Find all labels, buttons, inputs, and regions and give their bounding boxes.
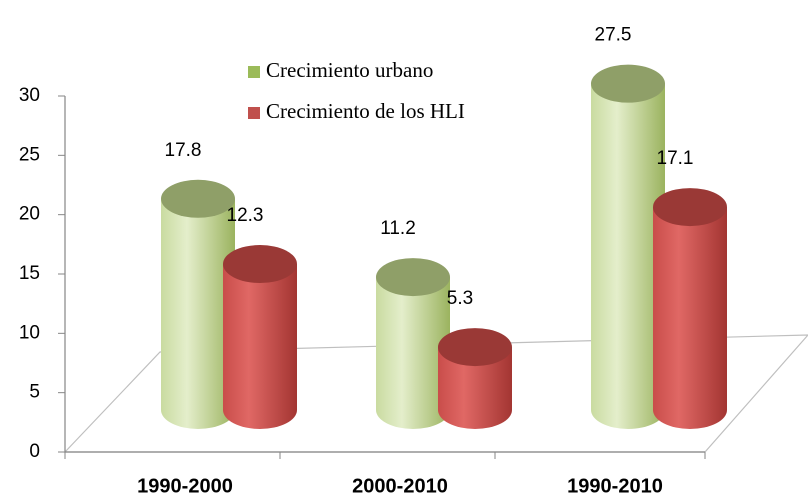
cylinder-top: [161, 179, 235, 218]
cylinder-top: [653, 188, 727, 227]
y-tick-label: 10: [19, 322, 40, 343]
cylinder-top: [438, 328, 512, 367]
cylinder-body: [161, 198, 235, 429]
x-tick-label: 2000-2010: [352, 475, 448, 497]
cylinder-top: [591, 64, 665, 103]
cylinder-top: [223, 245, 297, 284]
cylinder: [438, 328, 512, 429]
cylinder-body: [591, 83, 665, 429]
value-label: 12.3: [227, 205, 264, 226]
cylinder-body: [223, 264, 297, 429]
legend-label: Crecimiento de los HLI: [266, 99, 465, 123]
y-tick-label: 20: [19, 204, 40, 225]
cylinder-body: [653, 207, 727, 429]
x-tick-label: 1990-2010: [567, 475, 663, 497]
y-tick-label: 0: [29, 441, 40, 462]
cylinder-top: [376, 258, 450, 297]
value-label: 17.8: [165, 140, 202, 161]
cylinder-body: [376, 277, 450, 429]
y-tick-label: 30: [19, 85, 40, 106]
legend-label: Crecimiento urbano: [266, 58, 433, 82]
y-tick-label: 15: [19, 263, 40, 284]
y-tick-label: 5: [29, 382, 40, 403]
cylinder: [591, 64, 665, 429]
y-tick-label: 25: [19, 144, 40, 165]
cylinder: [223, 245, 297, 429]
value-label: 11.2: [380, 218, 416, 239]
cylinder-body: [438, 347, 512, 429]
cylinder: [653, 188, 727, 429]
value-label: 27.5: [595, 25, 632, 46]
cylinder: [376, 258, 450, 429]
legend-swatch: [248, 66, 260, 78]
value-label: 17.1: [657, 148, 694, 169]
cylinder: [161, 179, 235, 429]
x-tick-label: 1990-2000: [137, 475, 233, 497]
value-label: 5.3: [447, 288, 473, 309]
legend-swatch: [248, 107, 260, 119]
